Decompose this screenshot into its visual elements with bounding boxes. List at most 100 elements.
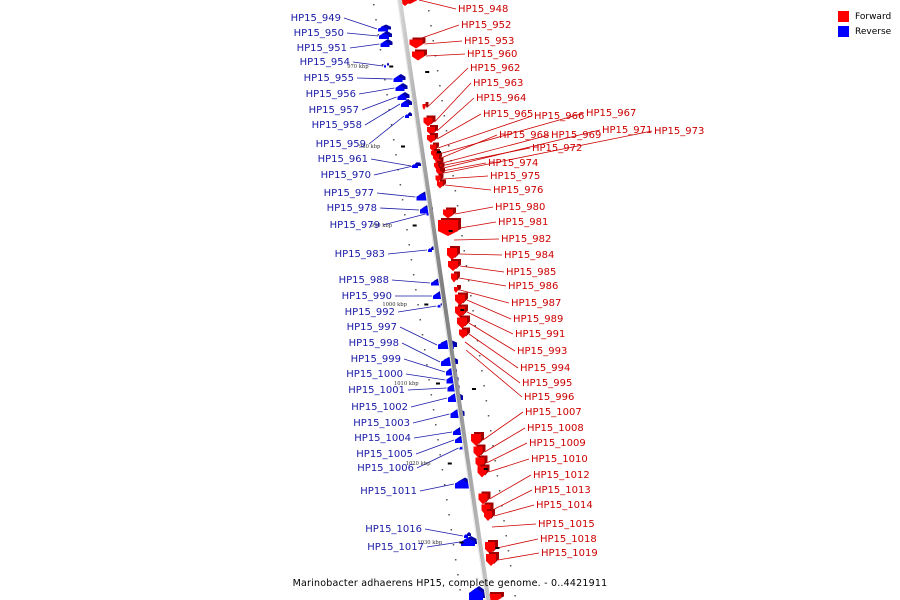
reverse-gene-label: HP15_1003 — [353, 418, 410, 429]
leader-line — [426, 541, 461, 548]
reverse-gene-label: HP15_992 — [345, 307, 395, 318]
leader-line — [387, 249, 428, 255]
axis-dot — [498, 490, 501, 492]
leader-line — [454, 206, 494, 215]
axis-dot — [410, 259, 413, 261]
reverse-gene-label: HP15_999 — [351, 354, 401, 365]
gene-arrow — [454, 287, 458, 293]
leader-line — [465, 349, 523, 398]
axis-dot — [388, 109, 391, 111]
leader-line — [373, 165, 414, 176]
gene-arrow — [397, 94, 407, 100]
leader-line — [364, 103, 401, 126]
leader-line — [403, 358, 446, 373]
axis-dot — [456, 205, 459, 207]
axis-dot — [452, 175, 454, 177]
forward-gene-label: HP15_976 — [493, 185, 543, 196]
reverse-gene-label: HP15_961 — [318, 154, 368, 165]
kbp-tick-label: 1000 kbp — [382, 302, 407, 308]
reverse-gene-label: HP15_1000 — [346, 369, 403, 380]
forward-gene-label: HP15_969 — [551, 130, 601, 141]
leader-line — [397, 305, 437, 313]
axis-dot — [487, 415, 490, 417]
leader-line — [405, 373, 446, 381]
gene-arrow — [384, 64, 386, 68]
gene-arrow — [487, 594, 501, 600]
forward-gene-label: HP15_980 — [495, 202, 545, 213]
axis-dot — [435, 424, 437, 426]
gene-arrow — [484, 511, 492, 521]
gene-arrow — [434, 163, 438, 169]
leader-line — [391, 279, 431, 284]
leader-line — [379, 207, 420, 211]
axis-dot — [450, 529, 453, 531]
forward-swatch — [838, 11, 849, 22]
axis-dot — [375, 19, 377, 21]
leader-line — [424, 40, 463, 45]
kbp-tick-label: 970 kbp — [347, 64, 369, 70]
axis-dot — [443, 115, 446, 117]
leader-line — [425, 53, 466, 57]
forward-gene-label: HP15_989 — [513, 314, 563, 325]
forward-gene-label: HP15_1010 — [531, 454, 588, 465]
kbp-tick-mark — [401, 145, 406, 148]
leader-line — [458, 277, 507, 287]
gene-arrow-side — [467, 532, 471, 536]
gene-arrow — [455, 437, 463, 443]
gene-arrow — [379, 33, 389, 39]
forward-gene-label: HP15_968 — [499, 130, 549, 141]
legend: Forward Reverse — [838, 9, 891, 39]
axis-dot — [430, 25, 432, 27]
forward-gene-label: HP15_963 — [473, 78, 523, 89]
forward-gene-label: HP15_1018 — [540, 534, 597, 545]
axis-dot — [465, 265, 468, 267]
axis-dot — [377, 34, 379, 36]
leader-line — [399, 326, 438, 346]
axis-dot — [503, 520, 505, 522]
gene-arrow — [471, 434, 481, 446]
gene-arrow — [455, 479, 469, 489]
kbp-tick-label: 980 kbp — [359, 144, 381, 150]
axis-dot — [439, 454, 441, 456]
leader-line — [466, 299, 512, 320]
axis-dot — [467, 280, 470, 282]
leader-line — [416, 447, 459, 469]
leader-line — [361, 96, 397, 111]
leader-line — [434, 82, 472, 123]
axis-dot — [384, 79, 386, 81]
kbp-tick-label: 1020 kbp — [406, 461, 431, 467]
genome-axis — [396, 0, 491, 600]
forward-gene-label: HP15_962 — [470, 63, 520, 74]
leader-line — [376, 192, 416, 198]
axis-dot — [399, 184, 402, 186]
forward-gene-label: HP15_974 — [488, 158, 538, 169]
leader-line — [468, 333, 519, 369]
leader-line — [441, 162, 487, 172]
leader-line — [439, 147, 531, 167]
leader-line — [466, 311, 514, 335]
forward-gene-label: HP15_993 — [517, 346, 567, 357]
legend-forward: Forward — [838, 9, 891, 24]
axis-dot — [441, 100, 443, 102]
reverse-gene-label: HP15_979 — [330, 220, 380, 231]
axis-dot — [437, 439, 439, 441]
leader-line — [427, 67, 469, 108]
leader-line — [491, 523, 537, 528]
leader-line — [440, 134, 498, 159]
gene-arrow — [478, 493, 488, 505]
leader-line — [443, 130, 653, 174]
reverse-gene-label: HP15_988 — [339, 275, 389, 286]
axis-dot — [432, 40, 434, 42]
gene-arrows — [378, 0, 504, 600]
forward-gene-label: HP15_952 — [461, 20, 511, 31]
reverse-gene-label: HP15_1004 — [354, 433, 411, 444]
reverse-gene-label: HP15_949 — [291, 13, 341, 24]
axis-dot — [439, 85, 441, 87]
axis-dot — [426, 364, 428, 366]
forward-label: Forward — [855, 11, 892, 22]
axis-dot — [445, 130, 448, 132]
gene-arrow — [378, 26, 388, 32]
forward-gene-label: HP15_994 — [520, 363, 570, 374]
gene-arrow — [451, 273, 457, 283]
axis-dot — [386, 94, 388, 96]
